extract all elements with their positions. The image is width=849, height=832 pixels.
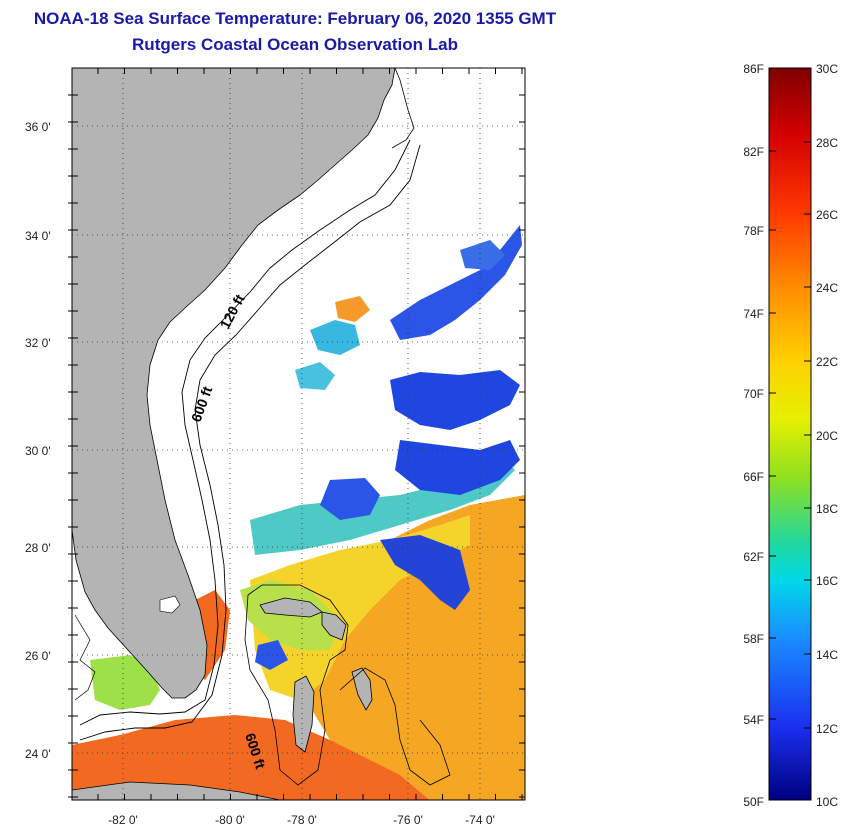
sst-orange-north	[335, 296, 370, 322]
sst-blue-filament-5	[320, 478, 380, 520]
cb-c-18: 18C	[816, 502, 838, 516]
contour-600ft	[79, 144, 421, 741]
sst-green-gulf	[90, 655, 160, 710]
cb-c-22: 22C	[816, 355, 838, 369]
sst-blue-north-3	[460, 240, 505, 270]
cb-c-28: 28C	[816, 136, 838, 150]
cb-c-14: 14C	[816, 648, 838, 662]
cb-f-50: 50F	[743, 795, 764, 809]
cb-c-26: 26C	[816, 208, 838, 222]
land-eleuthera	[351, 667, 373, 711]
lat-label-30: 30 0'	[25, 444, 51, 458]
contour-sw-florida	[74, 614, 96, 701]
cb-f-74: 74F	[743, 307, 764, 321]
cb-f-78: 78F	[743, 224, 764, 238]
sst-blue-filament-1	[390, 370, 520, 430]
lon-label-76: -76 0'	[393, 813, 423, 827]
lon-label-82: -82 0'	[108, 813, 138, 827]
cb-c-20: 20C	[816, 429, 838, 443]
lon-label-80: -80 0'	[215, 813, 245, 827]
land-grand-bahama	[259, 597, 323, 618]
lon-label-74: -74 0'	[465, 813, 495, 827]
sst-blue-filament-2	[390, 225, 522, 340]
cb-c-16: 16C	[816, 574, 838, 588]
graticule	[72, 68, 525, 800]
colorbar-ticks	[769, 67, 811, 801]
land-abaco	[321, 611, 347, 641]
map-ticks	[68, 68, 525, 800]
sst-warm-south	[72, 715, 430, 800]
cb-c-12: 12C	[816, 722, 838, 736]
contour-120ft	[79, 139, 411, 726]
sst-cyan-north-1	[310, 320, 360, 355]
map-title: NOAA-18 Sea Surface Temperature: Februar…	[33, 9, 557, 28]
sst-blue-south-spot	[255, 640, 288, 670]
lake-okeechobee	[159, 595, 181, 614]
cb-f-70: 70F	[743, 387, 764, 401]
map-frame-border	[71, 67, 526, 801]
cb-f-62: 62F	[743, 550, 764, 564]
lat-label-32: 32 0'	[25, 336, 51, 350]
temperature-colorbar	[768, 67, 812, 801]
sst-blue-filament-3	[395, 440, 520, 495]
lat-label-24: 24 0'	[25, 747, 51, 761]
sst-cyan-north-2	[295, 362, 335, 390]
cb-f-66: 66F	[743, 470, 764, 484]
cb-c-24: 24C	[816, 281, 838, 295]
cb-c-10: 10C	[816, 795, 838, 809]
lat-label-26: 26 0'	[25, 649, 51, 663]
contour-bahamas-east	[339, 667, 451, 786]
map-subtitle: Rutgers Coastal Ocean Observation Lab	[132, 35, 458, 54]
cb-f-58: 58F	[743, 632, 764, 646]
cb-f-82: 82F	[743, 145, 764, 159]
lat-label-36: 36 0'	[25, 120, 51, 134]
lat-label-34: 34 0'	[25, 229, 51, 243]
cb-f-86: 86F	[743, 62, 764, 76]
lat-label-28: 28 0'	[25, 541, 51, 555]
lon-label-78: -78 0'	[287, 813, 317, 827]
land-mainland	[72, 68, 396, 699]
contour-bahamas-bank	[244, 584, 349, 786]
sst-cyan-band	[250, 455, 515, 555]
cb-c-30: 30C	[816, 62, 838, 76]
sst-blue-filament-4	[380, 535, 470, 610]
land-outer-banks	[391, 68, 415, 149]
land-andros	[292, 675, 315, 753]
cb-f-54: 54F	[743, 713, 764, 727]
